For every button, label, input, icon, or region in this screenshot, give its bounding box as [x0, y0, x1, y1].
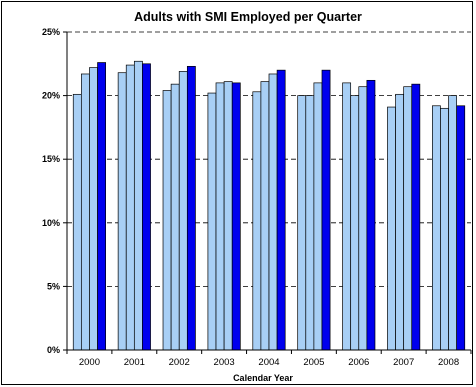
y-tick-label: 20%: [42, 91, 60, 101]
bar: [440, 107, 449, 351]
x-tick-label: 2001: [124, 357, 145, 368]
bar: [387, 106, 396, 351]
bar: [268, 73, 278, 351]
x-tick-label: 2004: [258, 357, 279, 368]
x-tick-label: 2006: [348, 357, 369, 368]
bar: [125, 64, 135, 351]
bar: [252, 91, 262, 351]
bar: [321, 69, 331, 351]
x-tick-label: 2008: [438, 357, 459, 368]
chart-title: Adults with SMI Employed per Quarter: [134, 10, 362, 24]
bar: [89, 67, 98, 351]
bar: [142, 63, 151, 351]
y-tick-label: 5%: [47, 281, 60, 291]
x-tick-label: 2003: [214, 357, 235, 368]
bar: [223, 81, 233, 351]
bar: [395, 93, 405, 351]
bar: [186, 65, 196, 351]
bars: [72, 60, 466, 351]
bar: [350, 95, 360, 351]
bar: [117, 72, 127, 351]
x-tick-label: 2005: [303, 357, 324, 368]
bar: [178, 71, 188, 351]
bar: [403, 86, 413, 351]
bar: [276, 69, 286, 351]
bar: [342, 82, 352, 351]
x-axis: 2000 2001 2002 2003 2004 2005 2006 2007 2008: [66, 349, 472, 368]
bar: [432, 105, 441, 351]
y-tick-label: 15%: [42, 154, 60, 164]
bar: [97, 62, 106, 351]
bar: [133, 60, 143, 351]
bar: [297, 95, 307, 351]
bar: [456, 105, 466, 351]
bar: [305, 95, 315, 351]
bar: [411, 83, 421, 351]
bar: [72, 93, 82, 351]
bar: [358, 86, 368, 351]
bar: [207, 92, 217, 351]
bar: [80, 73, 90, 351]
bar: [231, 82, 241, 351]
y-tick-label: 10%: [42, 218, 60, 228]
x-tick-label: 2007: [393, 357, 414, 368]
bar: [215, 82, 225, 351]
bar: [260, 81, 270, 351]
bar: [170, 83, 180, 351]
bar: [162, 90, 172, 351]
x-tick-label: 2000: [79, 357, 100, 368]
bar: [313, 82, 323, 351]
x-tick-label: 2002: [169, 357, 190, 368]
bar: [448, 95, 458, 351]
y-tick-label: 0%: [47, 345, 60, 355]
x-axis-label: Calendar Year: [233, 373, 293, 383]
y-tick-label: 25%: [42, 27, 60, 37]
bar: [366, 79, 376, 351]
y-axis: 0% 5% 10% 15% 20% 25%: [42, 27, 68, 355]
